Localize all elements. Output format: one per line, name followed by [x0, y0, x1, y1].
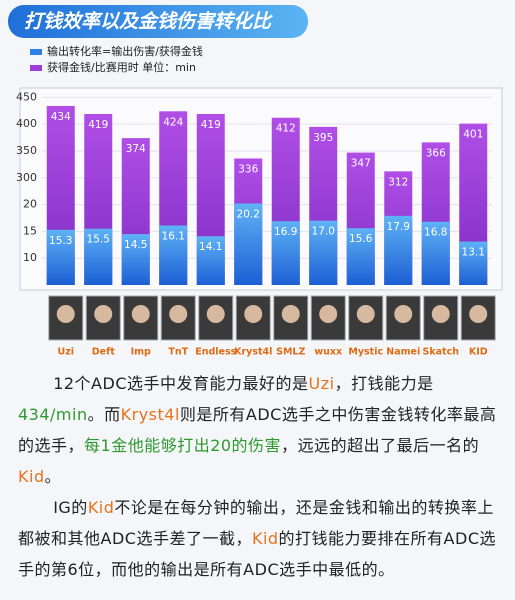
- x-tick-label: SMLZ: [276, 347, 305, 358]
- player-face: [131, 305, 150, 323]
- bar: [121, 234, 150, 285]
- value-label: 366: [426, 147, 446, 159]
- legend-swatch: [30, 49, 42, 55]
- x-tick-label: Namei: [386, 347, 420, 358]
- y-tick-label: 300: [16, 171, 37, 184]
- x-tick-label: Deft: [92, 347, 115, 358]
- value-label: 13.1: [462, 247, 485, 259]
- article: 12个ADC选手中发育能力最好的是Uzi，打钱能力是 434/min。而Kryst…: [18, 368, 502, 585]
- player-face: [206, 305, 225, 323]
- paragraph: 12个ADC选手中发育能力最好的是Uzi，打钱能力是 434/min。而Kryst…: [18, 368, 502, 492]
- value-label: 16.1: [162, 230, 185, 242]
- text: 不论是在每分钟的输出，还是金钱和输出的转换率上都被和其他ADC选手差了一截，: [18, 498, 494, 548]
- x-tick-label: Kryst4l: [234, 347, 272, 358]
- x-tick-label: Endless: [195, 347, 236, 358]
- value-label: 419: [201, 119, 221, 131]
- bar: [46, 229, 75, 285]
- bar: [196, 236, 225, 285]
- value-label: 20.2: [237, 209, 260, 221]
- highlight: Kid: [18, 467, 45, 486]
- bar: [159, 225, 188, 285]
- value-label: 15.3: [49, 235, 72, 247]
- text: 则是所有ADC选手之中伤害金钱转化率最高的选手，: [18, 405, 497, 455]
- title-banner: [8, 5, 308, 38]
- highlight: Kid: [251, 529, 279, 548]
- bar: [384, 215, 413, 285]
- player-face: [431, 305, 450, 323]
- player-face: [94, 305, 113, 323]
- y2-tick-label: 20: [23, 198, 37, 211]
- player-face: [56, 305, 75, 323]
- x-tick-label: wuxx: [314, 347, 342, 358]
- x-tick-label: TnT: [168, 347, 188, 358]
- chart-title: 打钱效率以及金钱伤害转化比: [24, 11, 273, 33]
- y2-tick-label: 15: [23, 224, 37, 237]
- bar: [271, 221, 300, 285]
- player-face: [356, 305, 375, 323]
- player-face: [319, 305, 338, 323]
- y2-tick-label: 10: [23, 251, 37, 264]
- highlight: 每1金他能够打出20的伤害: [84, 436, 282, 455]
- player-face: [169, 305, 188, 323]
- highlight: Uzi: [308, 374, 335, 393]
- highlight: Kryst4l: [120, 405, 180, 424]
- x-tick-label: Uzi: [58, 347, 75, 358]
- value-label: 16.9: [274, 226, 297, 238]
- value-label: 17.9: [387, 221, 410, 233]
- value-label: 347: [351, 158, 371, 170]
- text: 的打钱能力要排在所有ADC选手的第6位，而他的输出是所有ADC选手中最低的。: [18, 529, 496, 579]
- value-label: 401: [463, 129, 483, 141]
- value-label: 395: [313, 132, 333, 144]
- legend-label: 获得金钱/比赛用时 单位：min: [47, 60, 196, 74]
- player-face: [244, 305, 263, 323]
- x-tick-label: Mystic: [348, 347, 383, 358]
- legend-label: 输出转化率=输出伤害/获得金钱: [47, 44, 203, 58]
- x-tick-label: KID: [469, 347, 488, 358]
- text: 。而: [87, 405, 121, 424]
- text: 12个ADC选手中发育能力最好的是: [53, 374, 309, 393]
- x-tick-label: Imp: [131, 347, 151, 358]
- bar: [459, 241, 488, 285]
- value-label: 336: [238, 163, 258, 175]
- text: IG的: [53, 498, 88, 517]
- bar: [309, 220, 338, 285]
- legend-swatch: [30, 65, 42, 71]
- x-tick-label: Skatch: [422, 347, 459, 358]
- value-label: 14.5: [124, 239, 147, 251]
- player-face: [469, 305, 488, 323]
- value-label: 434: [51, 111, 71, 123]
- player-face: [281, 305, 300, 323]
- bar: [421, 221, 450, 285]
- paragraph: IG的Kid不论是在每分钟的输出，还是金钱和输出的转换率上都被和其他ADC选手差…: [18, 492, 502, 585]
- value-label: 412: [276, 123, 296, 135]
- value-label: 424: [163, 116, 183, 128]
- y-tick-label: 400: [16, 117, 37, 130]
- text: ，远远的超出了最后一名的: [281, 436, 480, 455]
- text: ，打钱能力是: [334, 374, 434, 393]
- value-label: 16.8: [424, 227, 447, 239]
- text: 。: [44, 467, 62, 486]
- value-label: 15.5: [87, 234, 110, 246]
- value-label: 14.1: [199, 241, 222, 253]
- y-tick-label: 350: [16, 144, 37, 157]
- value-label: 419: [88, 119, 108, 131]
- bar: [346, 228, 375, 285]
- value-label: 15.6: [349, 233, 373, 245]
- bar: [234, 203, 263, 285]
- bar: [84, 228, 113, 285]
- value-label: 374: [126, 143, 146, 155]
- y-tick-label: 450: [16, 90, 37, 103]
- player-face: [394, 305, 413, 323]
- highlight: Kid: [87, 498, 115, 517]
- highlight: 434/min: [18, 405, 88, 424]
- value-label: 312: [388, 176, 408, 188]
- value-label: 17.0: [312, 226, 335, 238]
